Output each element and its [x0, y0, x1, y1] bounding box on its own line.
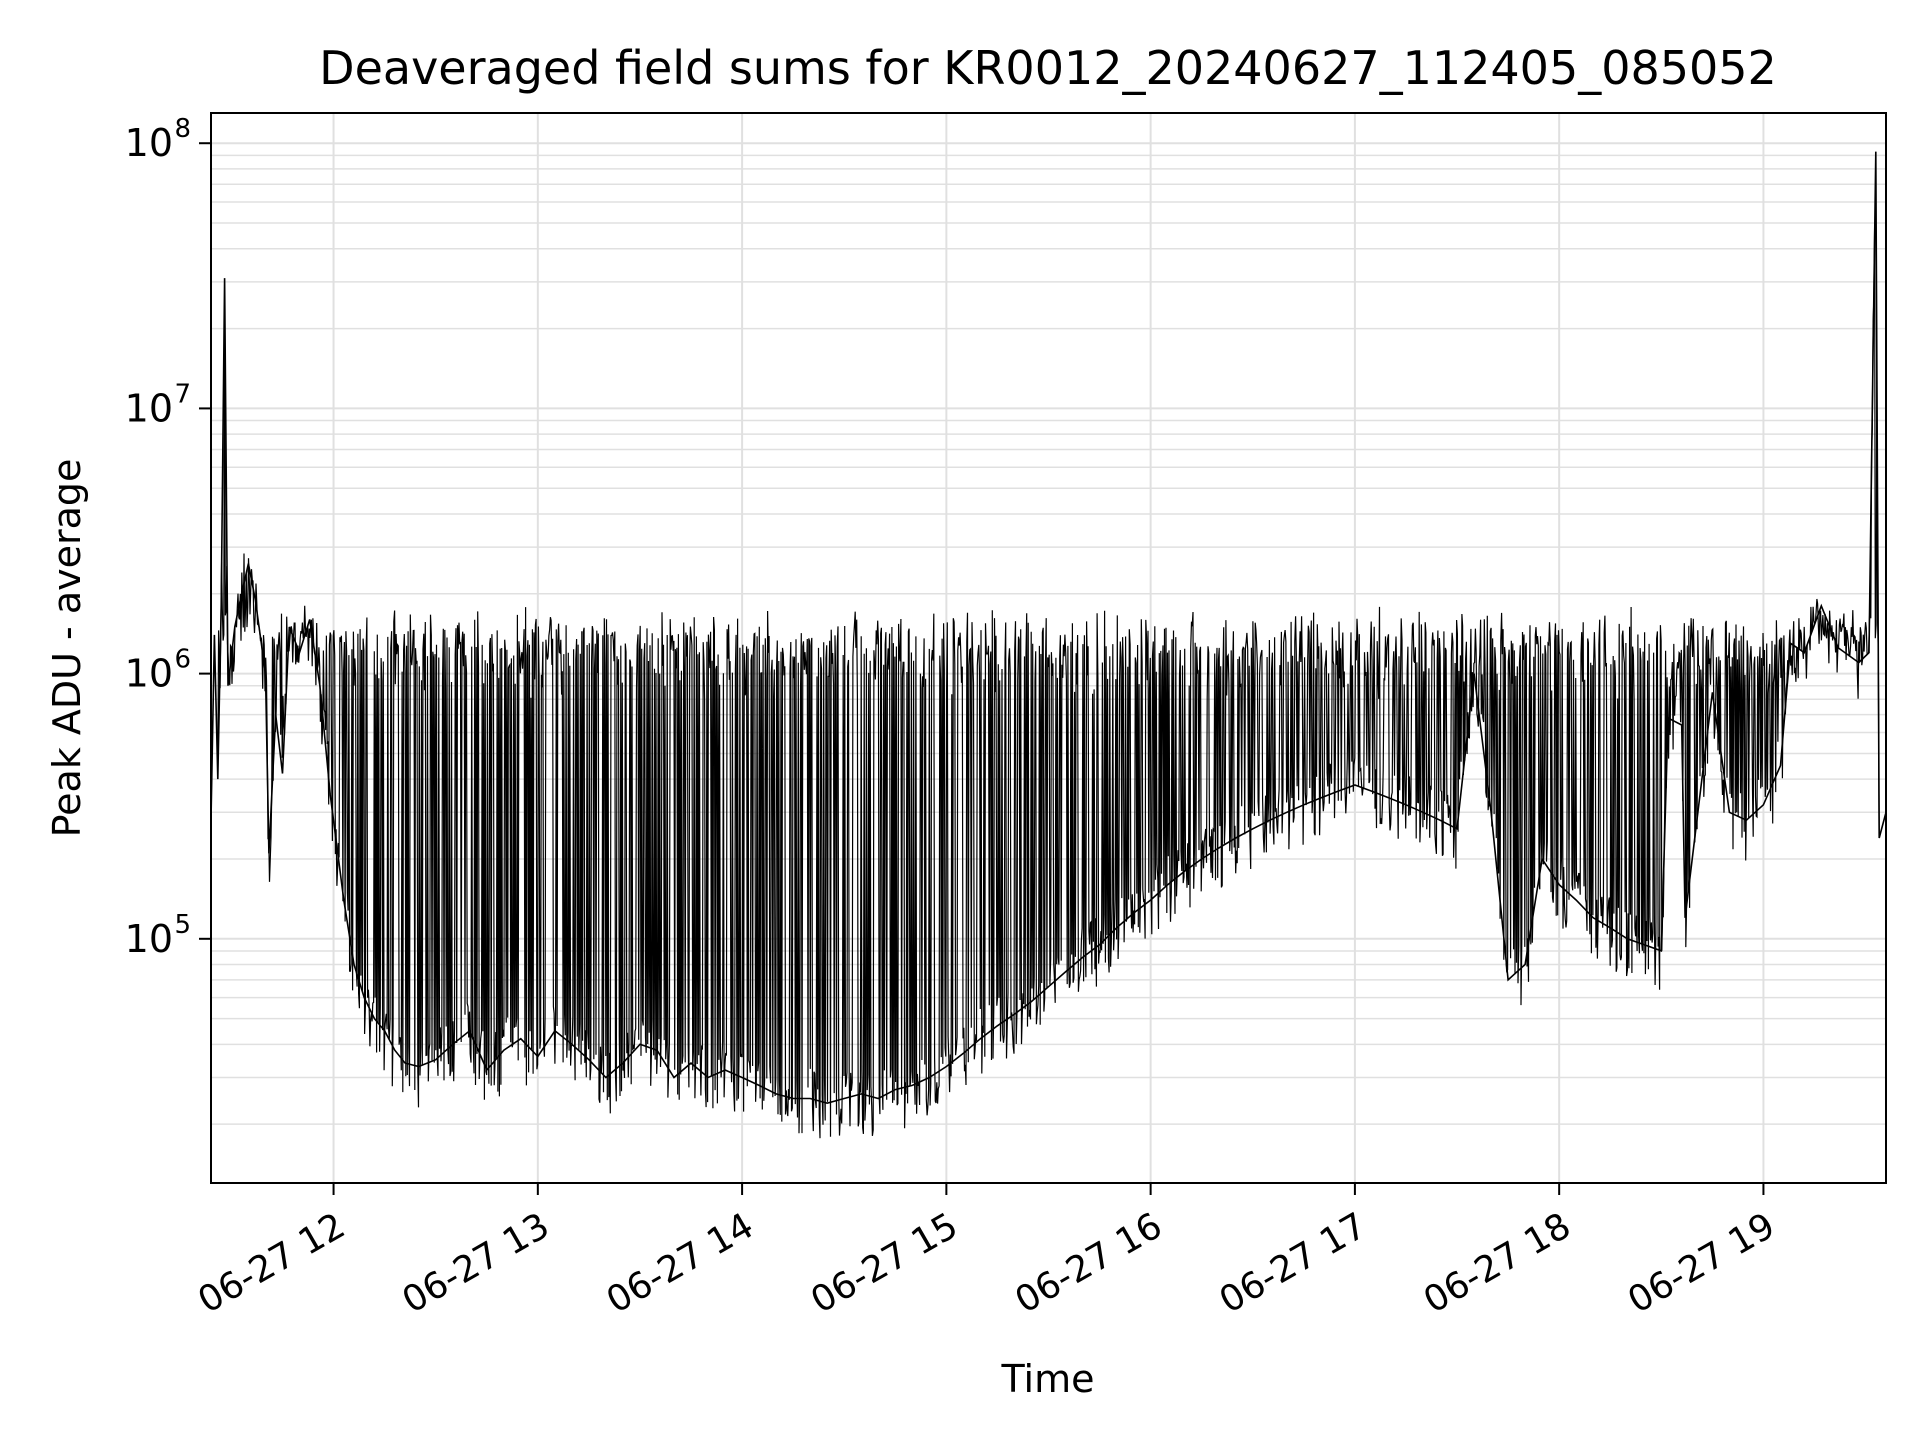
- y-tick-exponent: 5: [174, 910, 191, 940]
- y-tick-label: 10: [125, 652, 173, 696]
- y-tick-label: 10: [125, 386, 173, 430]
- series-envelope: [217, 227, 1880, 1139]
- y-axis-label: Peak ADU - average: [45, 459, 89, 838]
- y-tick-exponent: 8: [174, 114, 191, 144]
- y-tick-label: 10: [125, 917, 173, 961]
- chart-title: Deaveraged field sums for KR0012_2024062…: [319, 41, 1777, 95]
- y-tick-exponent: 6: [174, 645, 191, 675]
- series-line-group: [210, 151, 1887, 1105]
- plot-frame: [210, 112, 1887, 1184]
- y-tick-exponent: 7: [174, 379, 191, 409]
- series-envelope-path: [217, 227, 1880, 1139]
- x-axis-label: Time: [1001, 1357, 1095, 1401]
- series-line: [210, 151, 1887, 1105]
- y-tick-label: 10: [125, 121, 173, 165]
